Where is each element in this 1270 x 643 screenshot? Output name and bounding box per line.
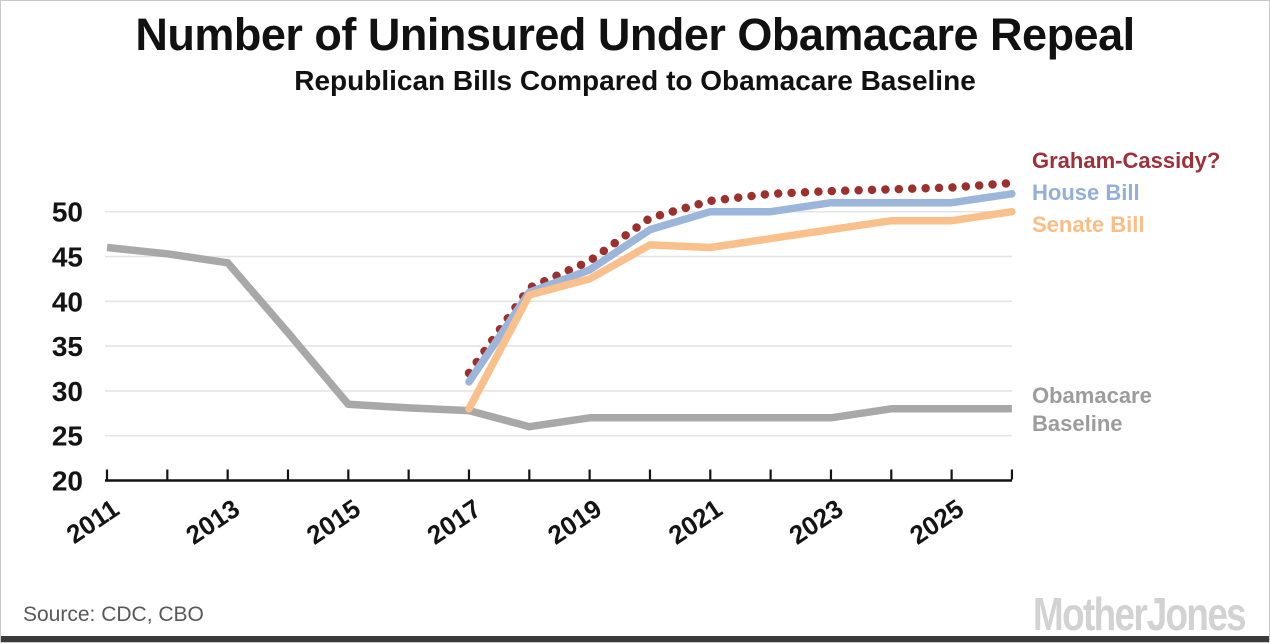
x-tick-label-2019: 2019 [542, 493, 607, 550]
x-tick-label-2013: 2013 [180, 493, 245, 550]
chart-title: Number of Uninsured Under Obamacare Repe… [135, 9, 1135, 60]
x-tick-label-2015: 2015 [301, 493, 366, 550]
x-tick-label-2011: 2011 [61, 493, 125, 549]
legend-label-senate-bill: Senate Bill [1032, 212, 1145, 237]
y-tick-label-20: 20 [52, 466, 83, 497]
y-tick-label-25: 25 [52, 421, 83, 452]
y-tick-label-35: 35 [52, 331, 83, 362]
y-tick-label-45: 45 [52, 242, 83, 273]
x-tick-label-2025: 2025 [904, 493, 969, 550]
mother-jones-logo: Mother Jones [1032, 588, 1247, 640]
legend-label-house-bill: House Bill [1032, 180, 1140, 205]
y-tick-label-50: 50 [52, 197, 83, 228]
series-line-graham-cassidy [464, 178, 1017, 378]
legend-label-graham-cassidy: Graham-Cassidy? [1032, 148, 1221, 173]
series-line-house-bill [465, 190, 1016, 386]
x-tick-label-2021: 2021 [663, 493, 728, 550]
source-note: Source: CDC, CBO [23, 603, 204, 626]
y-tick-label-40: 40 [52, 286, 83, 317]
series-line-senate-bill [465, 207, 1016, 413]
annotation-obamacare-baseline-line2: Baseline [1032, 411, 1123, 436]
y-tick-label-30: 30 [52, 376, 83, 407]
chart-subtitle: Republican Bills Compared to Obamacare B… [294, 65, 976, 96]
x-tick-label-2023: 2023 [784, 493, 849, 550]
annotation-obamacare-baseline: Obamacare Baseline [1032, 382, 1152, 438]
annotation-obamacare-baseline-line1: Obamacare [1032, 383, 1152, 408]
series-line-obamacare-baseline [106, 243, 1012, 431]
x-tick-label-2017: 2017 [422, 493, 487, 550]
bottom-border-bar [1, 636, 1269, 642]
